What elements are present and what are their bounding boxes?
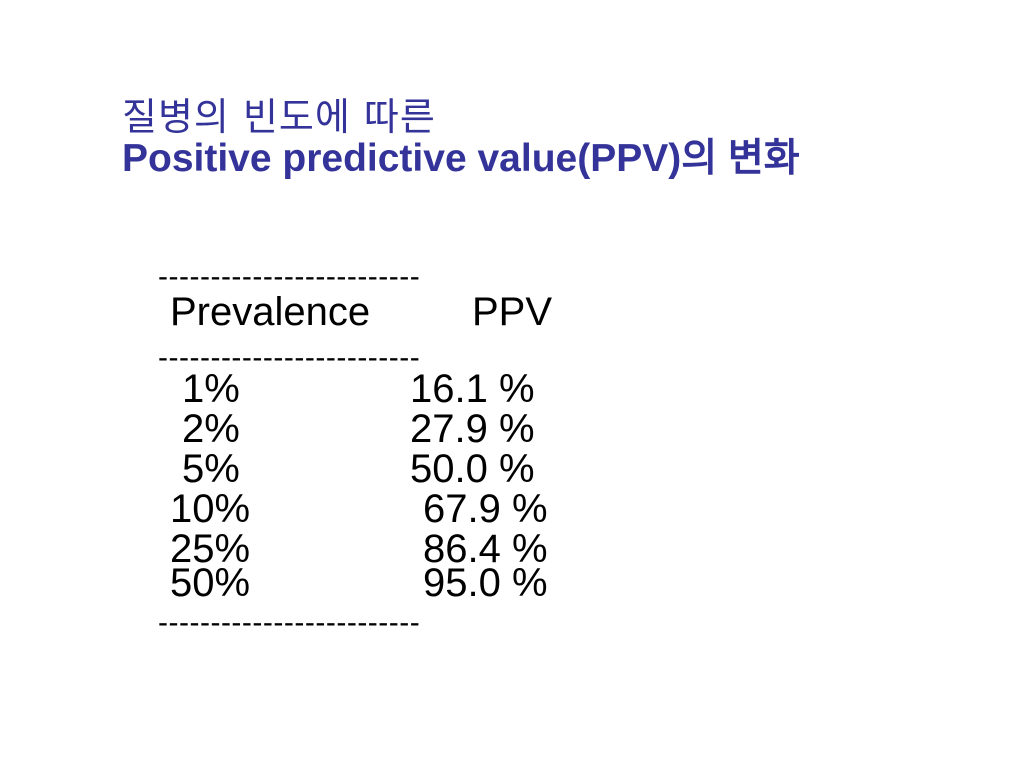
row-1-ppv: 16.1 % <box>410 367 535 411</box>
table-rule-middle: ------------------------- <box>158 341 421 374</box>
row-4-ppv: 67.9 % <box>423 487 548 531</box>
row-5-ppv: 86.4 % <box>423 527 548 571</box>
row-1-prevalence: 1% <box>182 367 240 411</box>
table-rule-bottom: ------------------------- <box>158 606 421 639</box>
row-5-prevalence: 25% <box>170 527 251 571</box>
row-3-prevalence: 5% <box>182 447 240 491</box>
row-3-ppv: 50.0 % <box>410 447 535 491</box>
row-4-prevalence: 10% <box>170 487 251 531</box>
row-6-ppv: 95.0 % <box>423 561 548 605</box>
slide-title: 질병의 빈도에 따른 Positive predictive value(PPV… <box>122 94 800 182</box>
row-2-prevalence: 2% <box>182 407 240 451</box>
title-line-english: Positive predictive value(PPV)의 변화 <box>122 137 800 180</box>
row-2-ppv: 27.9 % <box>410 407 535 451</box>
header-ppv: PPV <box>472 290 553 334</box>
title-line-korean: 질병의 빈도에 따른 <box>122 95 436 139</box>
row-6-prevalence: 50% <box>170 561 251 605</box>
header-prevalence: Prevalence <box>170 290 371 334</box>
table-rule-top: ------------------------- <box>158 260 421 293</box>
